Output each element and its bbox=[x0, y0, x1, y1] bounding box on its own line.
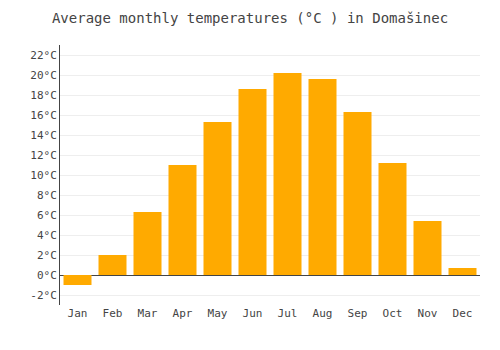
svg-text:16°C: 16°C bbox=[30, 109, 57, 122]
svg-text:Sep: Sep bbox=[348, 307, 368, 320]
svg-text:Dec: Dec bbox=[453, 307, 473, 320]
svg-text:6°C: 6°C bbox=[37, 209, 57, 222]
svg-text:Nov: Nov bbox=[418, 307, 438, 320]
svg-text:18°C: 18°C bbox=[30, 89, 57, 102]
svg-text:20°C: 20°C bbox=[30, 69, 57, 82]
svg-text:May: May bbox=[208, 307, 228, 320]
svg-text:Jul: Jul bbox=[278, 307, 298, 320]
svg-text:22°C: 22°C bbox=[30, 49, 57, 62]
svg-text:Feb: Feb bbox=[103, 307, 123, 320]
svg-text:14°C: 14°C bbox=[30, 129, 57, 142]
svg-text:Average monthly temperatures (: Average monthly temperatures (°C ) in Do… bbox=[52, 10, 448, 26]
svg-text:10°C: 10°C bbox=[30, 169, 57, 182]
svg-text:Jan: Jan bbox=[68, 307, 88, 320]
svg-text:Mar: Mar bbox=[138, 307, 158, 320]
svg-text:0°C: 0°C bbox=[37, 269, 57, 282]
svg-text:4°C: 4°C bbox=[37, 229, 57, 242]
svg-text:2°C: 2°C bbox=[37, 249, 57, 262]
svg-text:Oct: Oct bbox=[383, 307, 403, 320]
svg-text:Jun: Jun bbox=[243, 307, 263, 320]
svg-text:Apr: Apr bbox=[173, 307, 193, 320]
svg-text:12°C: 12°C bbox=[30, 149, 57, 162]
svg-text:Aug: Aug bbox=[313, 307, 333, 320]
svg-text:-2°C: -2°C bbox=[30, 289, 57, 302]
svg-text:8°C: 8°C bbox=[37, 189, 57, 202]
